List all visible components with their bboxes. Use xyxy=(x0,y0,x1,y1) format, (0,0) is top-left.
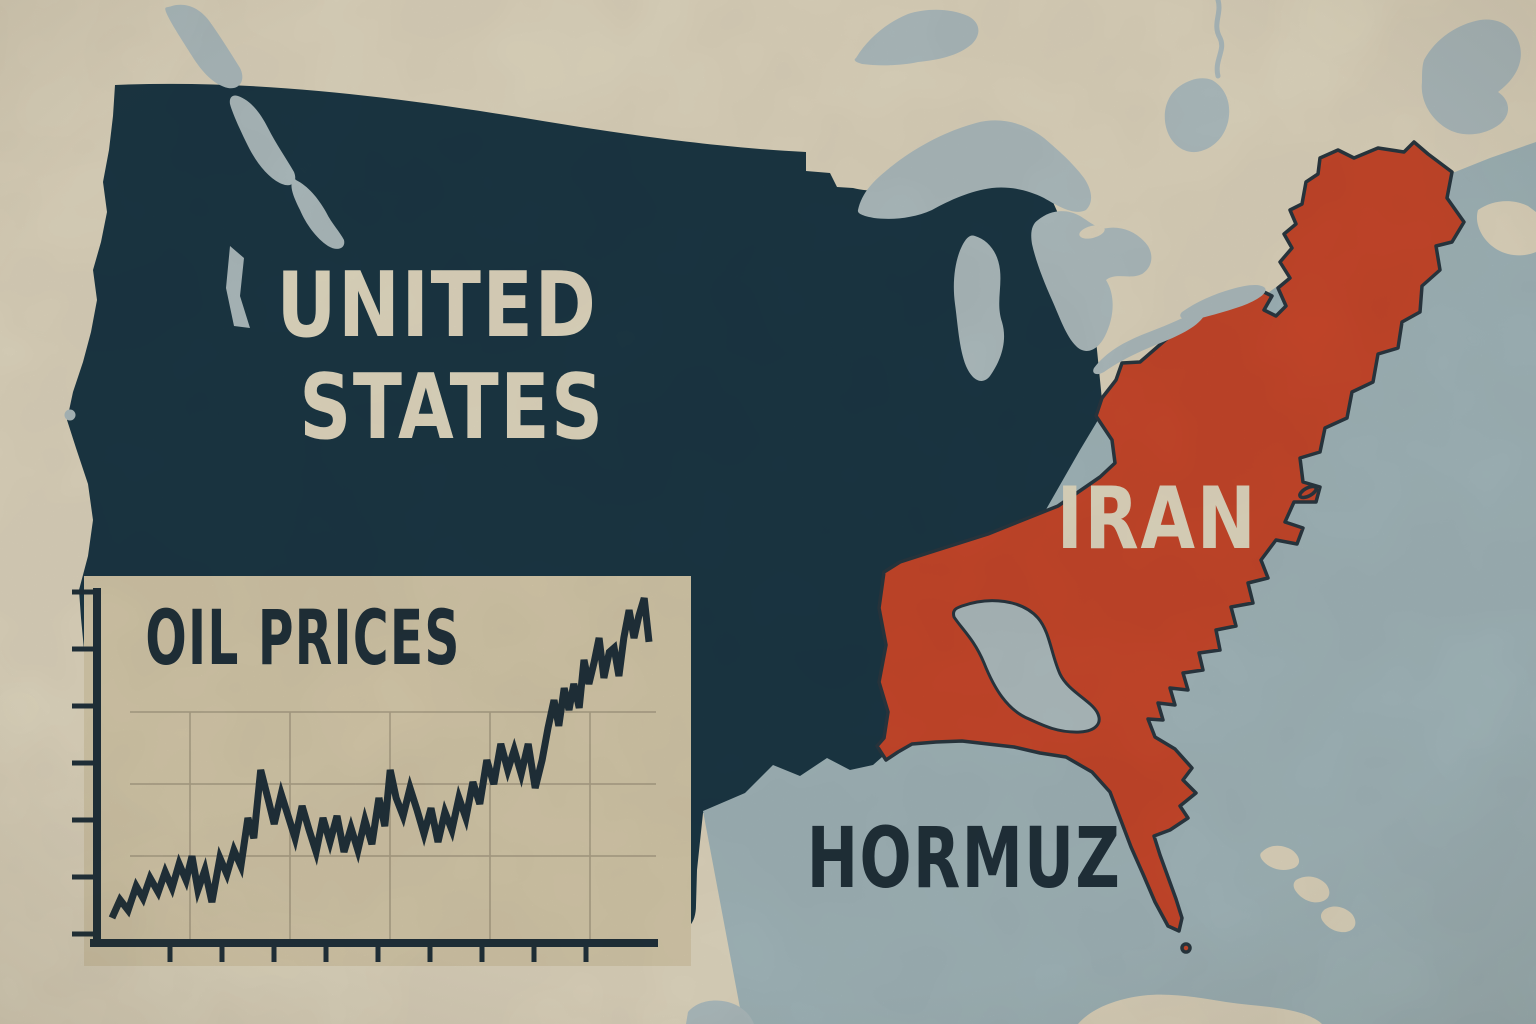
bay-dot xyxy=(64,409,76,421)
label-united: UNITED xyxy=(277,254,598,358)
label-iran: IRAN xyxy=(1057,468,1258,569)
label-states: STATES xyxy=(299,355,604,460)
florida-key-islet xyxy=(1180,942,1192,954)
label-hormuz: HORMUZ xyxy=(807,810,1122,907)
chart-title: OIL PRICES xyxy=(145,595,460,683)
